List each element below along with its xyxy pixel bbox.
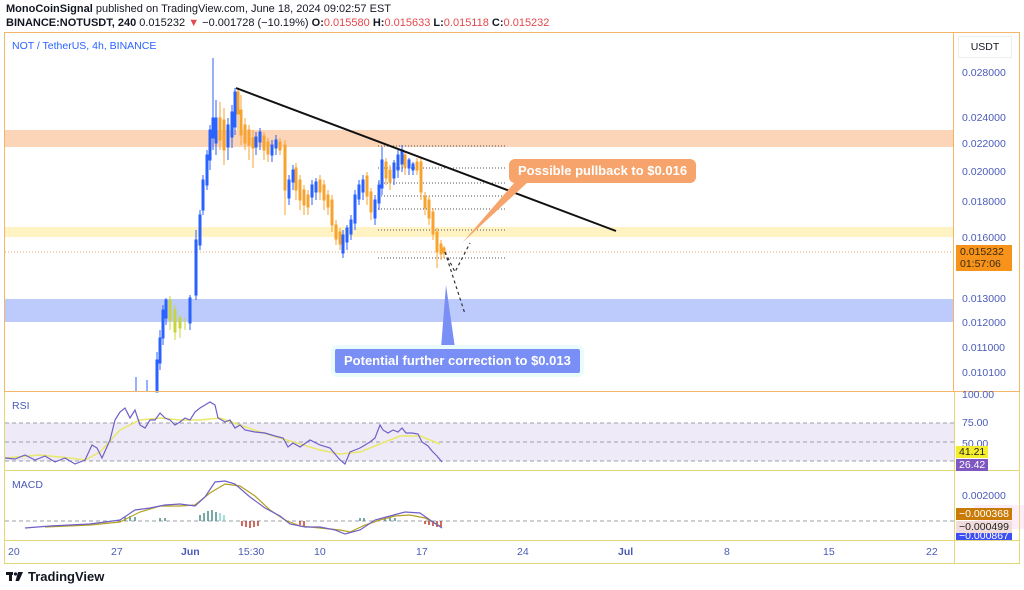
correction-callout[interactable]: Potential further correction to $0.013 xyxy=(331,345,584,377)
down-arrow-icon: ▼ xyxy=(188,17,200,29)
high-label: H: xyxy=(372,17,385,29)
last-price-value: 0.015232 xyxy=(960,246,1004,258)
tradingview-brand: TradingView xyxy=(28,569,105,584)
time-tick: 10 xyxy=(314,546,326,558)
main-pane-border xyxy=(4,32,954,392)
pullback-zone xyxy=(5,227,954,237)
price-tick: 0.020000 xyxy=(962,166,1006,178)
correction-callout-pointer xyxy=(441,285,455,348)
currency-selector[interactable]: USDT xyxy=(958,36,1012,58)
time-tick: 15 xyxy=(823,546,835,558)
rsi-macd-divider xyxy=(4,470,1020,471)
time-tick: 8 xyxy=(724,546,730,558)
rsi-ma-line xyxy=(4,417,441,461)
close-label: C: xyxy=(491,17,504,29)
price-change: −0.001728 (−10.19%) xyxy=(202,17,309,29)
time-tick: Jun xyxy=(181,546,200,558)
axis-vertical-divider xyxy=(954,392,955,564)
rsi-value-label: 41.21 xyxy=(956,446,989,458)
close-value: 0.015232 xyxy=(503,17,550,29)
indicator-pane-border xyxy=(4,392,1020,564)
macd-line xyxy=(24,480,443,535)
time-tick: Jul xyxy=(618,546,634,558)
time-axis-divider xyxy=(4,540,1020,541)
price-tick: 0.011000 xyxy=(962,342,1006,354)
open-label: O: xyxy=(311,17,324,29)
price-tick: 0.024000 xyxy=(962,112,1006,124)
last-price-label: 0.015232 01:57:06 xyxy=(956,245,1012,271)
price-tick: 0.016000 xyxy=(962,232,1006,244)
candlesticks xyxy=(135,58,446,393)
low-value: 0.015118 xyxy=(443,17,489,29)
pullback-callout-pointer xyxy=(462,182,528,243)
projection-correction-path xyxy=(444,251,466,315)
open-value: 0.015580 xyxy=(323,17,370,29)
macd-histogram-label: −0.000499 xyxy=(956,521,1012,533)
price-tick: 0.022000 xyxy=(962,138,1006,150)
correction-zone xyxy=(5,299,954,322)
rsi-secondary-label: 26.42 xyxy=(956,459,989,471)
time-tick: 15:30 xyxy=(238,546,265,558)
descending-trendline[interactable] xyxy=(235,87,617,232)
tradingview-logo[interactable]: TradingView xyxy=(6,569,104,584)
price-tick: 0.018000 xyxy=(962,196,1006,208)
price-tick: 0.028000 xyxy=(962,67,1006,79)
rsi-tick: 75.00 xyxy=(962,417,989,429)
chart-legend-title[interactable]: NOT / TetherUS, 4h, BINANCE xyxy=(12,40,157,52)
price-tick: 0.012000 xyxy=(962,317,1006,329)
price-axis-border xyxy=(954,32,1020,392)
publish-text: published on TradingView.com, June 18, 2… xyxy=(95,3,391,15)
rsi-label[interactable]: RSI xyxy=(12,400,30,412)
time-tick: 27 xyxy=(111,546,123,558)
symbol-ohlc-bar: BINANCE:NOTUSDT, 240 0.015232 ▼ −0.00172… xyxy=(6,17,549,29)
bar-countdown: 01:57:06 xyxy=(960,258,1001,270)
macd-signal-label: −0.000368 xyxy=(956,508,1012,520)
time-tick: 24 xyxy=(517,546,529,558)
tradingview-logo-icon xyxy=(6,572,23,581)
publish-info: MonoCoinSignal published on TradingView.… xyxy=(6,3,391,15)
macd-line-label: −0.000867 xyxy=(956,533,1012,540)
last-price: 0.015232 xyxy=(139,17,186,29)
pullback-callout[interactable]: Possible pullback to $0.016 xyxy=(509,159,697,183)
author-name[interactable]: MonoCoinSignal xyxy=(6,3,93,15)
rsi-band xyxy=(5,423,954,461)
macd-tick: 0.002000 xyxy=(962,490,1006,502)
price-tick: 0.010100 xyxy=(962,367,1006,379)
rsi-tick: 100.00 xyxy=(962,389,995,401)
rsi-line xyxy=(4,401,443,465)
time-tick: 20 xyxy=(8,546,20,558)
low-label: L: xyxy=(433,17,444,29)
macd-label[interactable]: MACD xyxy=(12,479,43,491)
price-tick: 0.013000 xyxy=(962,293,1006,305)
high-value: 0.015633 xyxy=(384,17,431,29)
time-tick: 22 xyxy=(926,546,938,558)
time-tick: 17 xyxy=(416,546,428,558)
projection-pullback-path xyxy=(444,242,471,274)
symbol: BINANCE:NOTUSDT, 240 xyxy=(6,17,137,29)
macd-histogram xyxy=(124,510,442,528)
